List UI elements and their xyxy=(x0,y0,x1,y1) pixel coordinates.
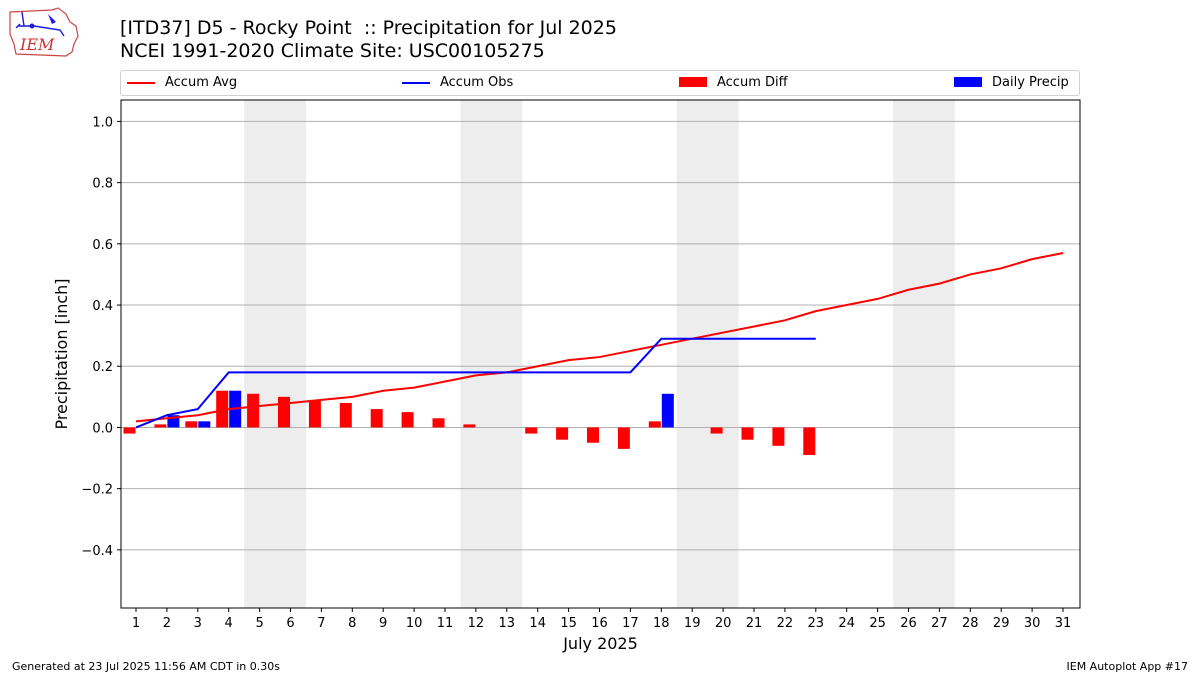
x-tick-label: 3 xyxy=(194,616,202,631)
y-tick-label: 0.4 xyxy=(92,299,113,314)
x-tick-label: 14 xyxy=(529,616,546,631)
daily-precip-bar xyxy=(661,393,674,428)
accum-avg-line xyxy=(135,252,1064,423)
accum-diff-bar xyxy=(370,409,383,428)
x-tick-label: 17 xyxy=(622,616,639,631)
accum-diff-bar xyxy=(772,427,785,446)
y-tick-label: 1.0 xyxy=(92,115,113,130)
x-tick-label: 19 xyxy=(684,616,701,631)
x-tick-label: 2 xyxy=(163,616,171,631)
accum-diff-bar xyxy=(556,427,569,440)
x-tick-label: 15 xyxy=(560,616,577,631)
svg-text:IEM: IEM xyxy=(19,35,55,54)
accum-diff-bar xyxy=(308,399,321,428)
y-tick-label: 0.8 xyxy=(92,177,113,192)
x-tick-label: 4 xyxy=(225,616,233,631)
legend: Accum Avg Accum Obs Accum Diff Daily Pre… xyxy=(120,70,1080,96)
x-tick-label: 13 xyxy=(499,616,516,631)
x-tick-label: 11 xyxy=(437,616,454,631)
x-tick-label: 8 xyxy=(348,616,356,631)
accum-diff-bar xyxy=(803,427,816,455)
y-tick-label: 0.6 xyxy=(92,238,113,253)
x-tick-label: 18 xyxy=(653,616,670,631)
accum-diff-bar xyxy=(123,427,136,434)
x-tick-label: 9 xyxy=(379,616,387,631)
accum-diff-bar xyxy=(278,396,290,428)
y-tick-label: 0.2 xyxy=(92,360,113,375)
x-tick-label: 16 xyxy=(591,616,608,631)
legend-swatch-daily-precip xyxy=(954,77,982,87)
x-tick-label: 31 xyxy=(1055,616,1072,631)
iem-logo: IEM xyxy=(6,4,82,64)
x-tick-label: 26 xyxy=(900,616,917,631)
weekend-shade xyxy=(893,100,955,608)
x-tick-label: 21 xyxy=(746,616,763,631)
accum-diff-bar xyxy=(185,421,198,428)
accum-diff-bar xyxy=(247,393,260,428)
accum-diff-bar xyxy=(741,427,754,440)
accum-diff-bar xyxy=(463,424,476,428)
x-tick-label: 24 xyxy=(838,616,855,631)
x-tick-label: 22 xyxy=(777,616,794,631)
y-axis-label: Precipitation [inch] xyxy=(52,278,71,429)
x-tick-label: 12 xyxy=(468,616,485,631)
legend-swatch-accum-diff xyxy=(679,77,707,87)
legend-label: Accum Obs xyxy=(440,75,514,90)
accum-diff-bar xyxy=(525,427,538,434)
x-tick-label: 20 xyxy=(715,616,732,631)
accum-diff-bar xyxy=(216,390,229,428)
accum-diff-bar xyxy=(339,402,352,428)
legend-label: Accum Avg xyxy=(165,75,238,90)
x-tick-label: 30 xyxy=(1024,616,1041,631)
weekend-shade xyxy=(244,100,306,608)
accum-diff-bar xyxy=(587,427,599,443)
x-tick-label: 6 xyxy=(286,616,294,631)
x-tick-label: 27 xyxy=(931,616,948,631)
y-tick-label: −0.2 xyxy=(81,483,113,498)
accum-diff-bar xyxy=(432,418,445,428)
y-tick-label: −0.4 xyxy=(81,544,113,559)
x-tick-label: 29 xyxy=(993,616,1010,631)
legend-swatch-accum-avg xyxy=(127,82,155,84)
accum-obs-line xyxy=(135,337,816,429)
chart-subtitle: NCEI 1991-2020 Climate Site: USC00105275 xyxy=(120,40,545,62)
accum-diff-bar xyxy=(617,427,630,449)
legend-label: Daily Precip xyxy=(992,75,1069,90)
x-axis-label: July 2025 xyxy=(562,634,638,653)
daily-precip-bar xyxy=(198,421,211,428)
x-tick-label: 10 xyxy=(406,616,423,631)
accum-diff-bar xyxy=(401,412,414,428)
x-tick-label: 25 xyxy=(869,616,886,631)
legend-swatch-accum-obs xyxy=(402,82,430,84)
accum-diff-bar xyxy=(648,421,661,428)
y-tick-label: 0.0 xyxy=(92,421,113,436)
x-tick-label: 1 xyxy=(132,616,140,631)
generated-timestamp: Generated at 23 Jul 2025 11:56 AM CDT in… xyxy=(12,660,280,673)
x-tick-label: 28 xyxy=(962,616,979,631)
accum-diff-bar xyxy=(710,427,723,434)
plot-frame xyxy=(120,99,1081,609)
x-tick-label: 23 xyxy=(808,616,825,631)
chart-title: [ITD37] D5 - Rocky Point :: Precipitatio… xyxy=(120,17,617,39)
x-tick-label: 7 xyxy=(317,616,325,631)
legend-label: Accum Diff xyxy=(717,75,788,90)
weekend-shade xyxy=(676,100,739,608)
x-tick-label: 5 xyxy=(255,616,263,631)
autoplot-app-id: IEM Autoplot App #17 xyxy=(1066,660,1189,673)
accum-diff-bar xyxy=(154,424,167,428)
weekend-shade xyxy=(460,100,523,608)
